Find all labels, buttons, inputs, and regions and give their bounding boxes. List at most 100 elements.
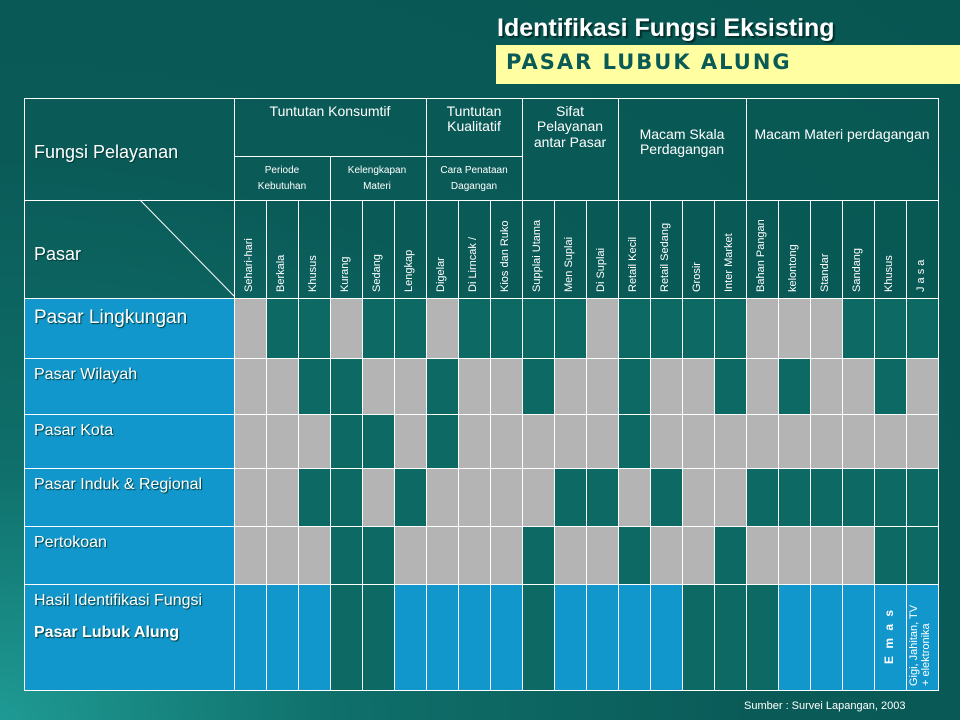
table-cell bbox=[842, 358, 874, 414]
table-cell bbox=[650, 298, 682, 358]
table-cell bbox=[874, 414, 906, 468]
column-header: Standar bbox=[819, 253, 831, 292]
grid-line-vertical bbox=[906, 200, 907, 690]
column-header: Retail Kecil bbox=[627, 236, 639, 292]
table-cell bbox=[874, 526, 906, 584]
table-cell bbox=[714, 358, 746, 414]
table-cell bbox=[458, 298, 490, 358]
table-cell bbox=[778, 526, 810, 584]
table-cell bbox=[714, 298, 746, 358]
grid-line-vertical bbox=[330, 156, 331, 690]
table-cell bbox=[682, 584, 714, 690]
table-cell bbox=[490, 526, 522, 584]
table-cell bbox=[874, 584, 906, 690]
table-cell bbox=[234, 298, 266, 358]
table-cell bbox=[330, 358, 362, 414]
table-cell bbox=[586, 414, 618, 468]
table-cell bbox=[906, 414, 938, 468]
table-cell bbox=[362, 468, 394, 526]
result-note-services-line2: + elektronika bbox=[920, 623, 932, 686]
corner-label-service: Fungsi Pelayanan bbox=[34, 142, 179, 162]
grid-line-vertical bbox=[618, 98, 619, 690]
subheader-needs-period: Periode Kebutuhan bbox=[257, 165, 307, 192]
table-cell bbox=[266, 468, 298, 526]
grid-line-vertical bbox=[490, 200, 491, 690]
group-header-trade-goods: Macam Materi perdagangan bbox=[754, 126, 930, 142]
table-cell bbox=[746, 468, 778, 526]
result-label-line1: Hasil Identifikasi Fungsi bbox=[34, 592, 203, 609]
grid-line-horizontal bbox=[24, 526, 939, 527]
table-cell bbox=[810, 526, 842, 584]
column-header: Digelar bbox=[435, 257, 447, 292]
table-cell bbox=[234, 526, 266, 584]
group-header-qualitative: Tuntutan Kualitatif bbox=[446, 103, 502, 135]
table-cell bbox=[778, 468, 810, 526]
grid-line-vertical bbox=[234, 98, 235, 690]
grid-line-horizontal bbox=[24, 690, 939, 691]
column-header: Retail Sedang bbox=[659, 222, 671, 292]
table-cell bbox=[586, 584, 618, 690]
table-cell bbox=[906, 526, 938, 584]
table-cell bbox=[906, 468, 938, 526]
table-cell bbox=[394, 414, 426, 468]
table-cell bbox=[266, 358, 298, 414]
result-note-emas: E m a s bbox=[882, 607, 896, 664]
table-cell bbox=[298, 298, 330, 358]
table-cell bbox=[458, 526, 490, 584]
table-cell bbox=[234, 584, 266, 690]
group-header-trade-scale: Macam Skala Perdagangan bbox=[639, 126, 725, 158]
table-cell bbox=[394, 468, 426, 526]
table-cell bbox=[586, 298, 618, 358]
table-cell bbox=[906, 298, 938, 358]
grid-line-vertical bbox=[714, 200, 715, 690]
column-header: Khusus bbox=[307, 255, 319, 292]
table-cell bbox=[234, 468, 266, 526]
table-cell bbox=[298, 584, 330, 690]
table-cell bbox=[746, 414, 778, 468]
column-header: Sedang bbox=[371, 254, 383, 292]
table-cell bbox=[330, 584, 362, 690]
column-header: Berkala bbox=[275, 254, 287, 292]
table-cell bbox=[234, 414, 266, 468]
table-cell bbox=[618, 358, 650, 414]
table-cell bbox=[490, 584, 522, 690]
table-cell bbox=[650, 414, 682, 468]
column-header: Sehari-hari bbox=[243, 238, 255, 292]
column-header: Inter Market bbox=[723, 233, 735, 292]
table-cell bbox=[810, 358, 842, 414]
table-cell bbox=[330, 414, 362, 468]
table-cell bbox=[426, 468, 458, 526]
page-subtitle: PASAR LUBUK ALUNG bbox=[506, 50, 792, 74]
row-label-cell bbox=[24, 414, 234, 468]
table-cell bbox=[874, 468, 906, 526]
column-header: Men Suplai bbox=[563, 236, 575, 292]
grid-line-vertical bbox=[298, 200, 299, 690]
table-cell bbox=[682, 414, 714, 468]
table-cell bbox=[778, 414, 810, 468]
table-cell bbox=[458, 358, 490, 414]
table-cell bbox=[522, 414, 554, 468]
table-cell bbox=[746, 584, 778, 690]
table-cell bbox=[330, 298, 362, 358]
table-cell bbox=[586, 468, 618, 526]
grid-line-horizontal bbox=[24, 200, 939, 201]
row-label: Pertokoan bbox=[34, 534, 107, 551]
table-cell bbox=[650, 468, 682, 526]
table-cell bbox=[778, 358, 810, 414]
group-header-consumptive: Tuntutan Konsumtif bbox=[269, 103, 391, 119]
table-cell bbox=[394, 298, 426, 358]
grid-line-horizontal bbox=[234, 156, 523, 157]
table-cell bbox=[234, 358, 266, 414]
table-cell bbox=[714, 526, 746, 584]
table-cell bbox=[426, 414, 458, 468]
result-label-line2: Pasar Lubuk Alung bbox=[34, 624, 180, 641]
table-cell bbox=[906, 584, 938, 690]
table-cell bbox=[874, 298, 906, 358]
grid-line-vertical bbox=[810, 200, 811, 690]
table-cell bbox=[554, 468, 586, 526]
grid-line-vertical bbox=[874, 200, 875, 690]
grid-line-horizontal bbox=[24, 468, 939, 469]
table-cell bbox=[906, 358, 938, 414]
table-cell bbox=[362, 358, 394, 414]
